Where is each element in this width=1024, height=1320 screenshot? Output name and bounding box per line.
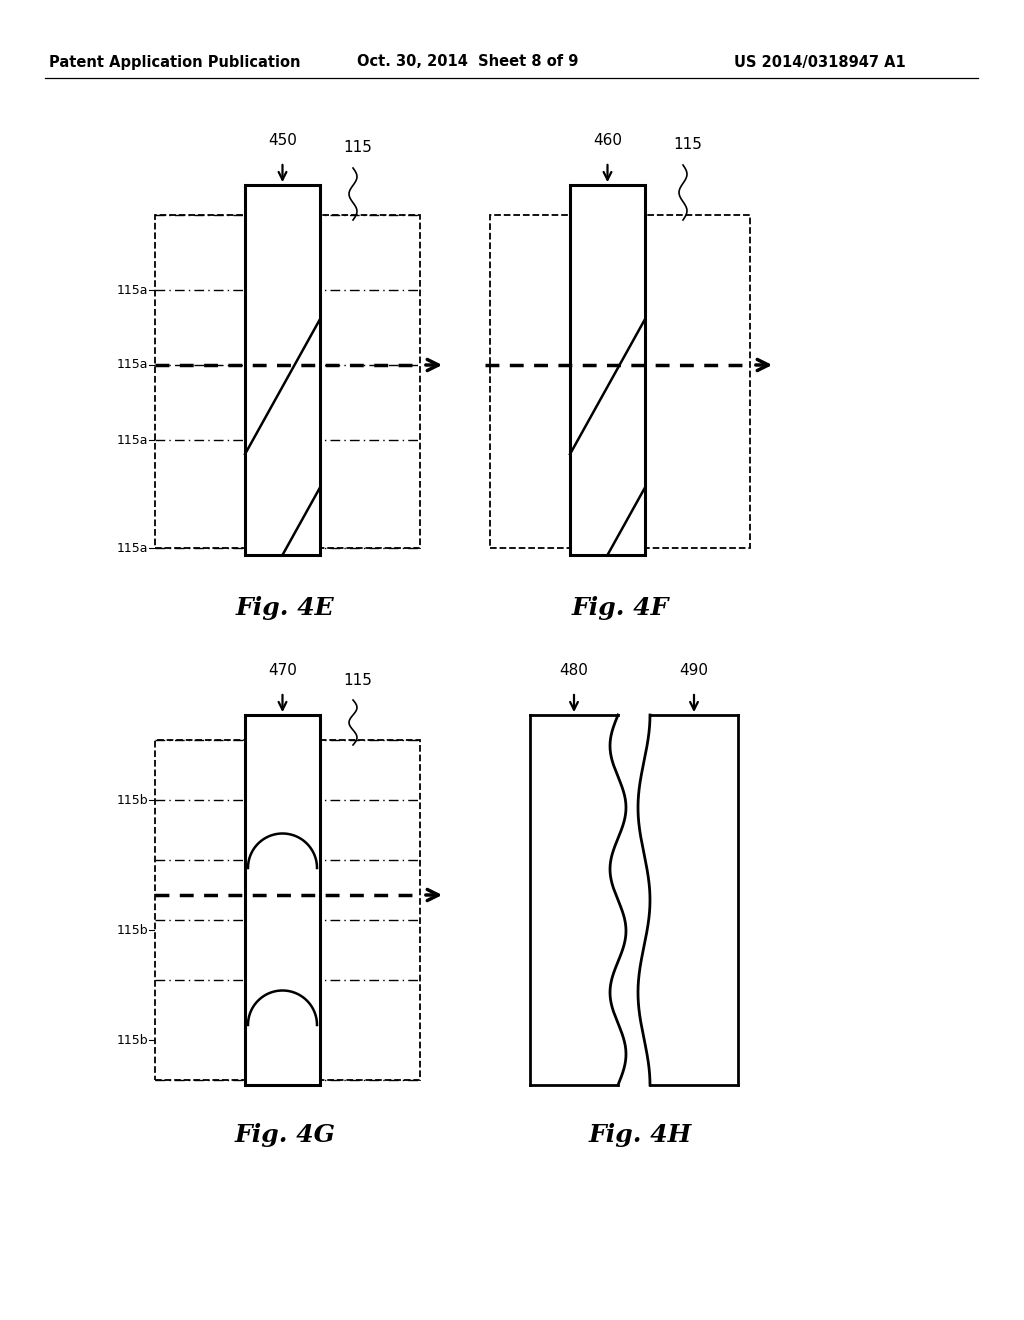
Text: 115a: 115a <box>117 433 148 446</box>
Text: 460: 460 <box>593 133 622 148</box>
Text: Fig. 4E: Fig. 4E <box>236 597 334 620</box>
Text: 470: 470 <box>268 663 297 678</box>
Text: 115a: 115a <box>117 541 148 554</box>
Text: 115b: 115b <box>117 793 148 807</box>
Bar <box>570 185 645 554</box>
Bar <box>155 215 420 548</box>
Text: Oct. 30, 2014  Sheet 8 of 9: Oct. 30, 2014 Sheet 8 of 9 <box>357 54 579 70</box>
Text: 115b: 115b <box>117 1034 148 1047</box>
Text: 450: 450 <box>268 133 297 148</box>
Bar <box>245 185 319 554</box>
Bar <box>490 215 750 548</box>
Text: 115a: 115a <box>117 284 148 297</box>
Text: 115: 115 <box>344 673 373 688</box>
Text: Fig. 4F: Fig. 4F <box>571 597 669 620</box>
Text: 115b: 115b <box>117 924 148 936</box>
Text: 115a: 115a <box>117 359 148 371</box>
Text: Patent Application Publication: Patent Application Publication <box>49 54 301 70</box>
Text: 480: 480 <box>559 663 589 678</box>
Text: 115: 115 <box>344 140 373 154</box>
Text: 490: 490 <box>680 663 709 678</box>
Text: Fig. 4H: Fig. 4H <box>589 1123 691 1147</box>
Text: Fig. 4G: Fig. 4G <box>234 1123 336 1147</box>
Text: 115: 115 <box>674 137 702 152</box>
Text: US 2014/0318947 A1: US 2014/0318947 A1 <box>734 54 906 70</box>
Bar <box>245 715 319 1085</box>
Bar <box>155 741 420 1080</box>
